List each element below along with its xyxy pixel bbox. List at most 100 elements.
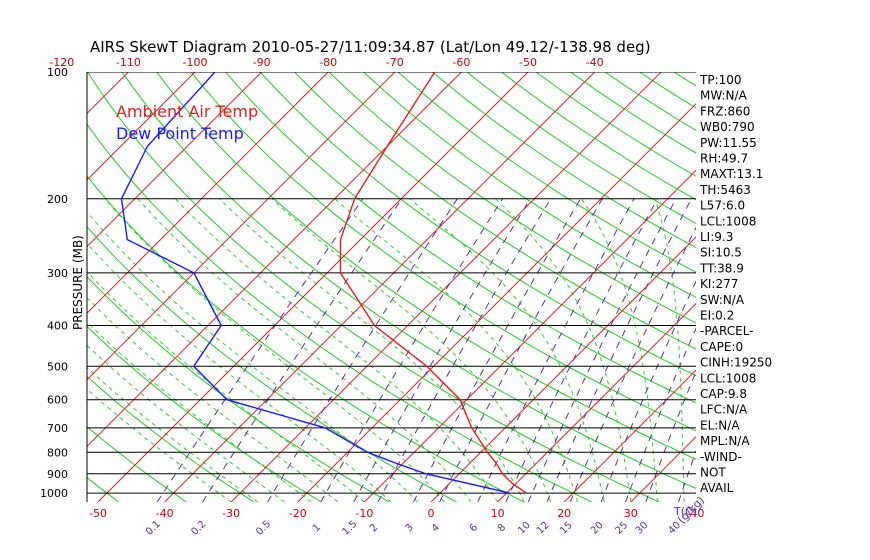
mixing-ratio-label: 4 [430, 522, 442, 534]
mixing-ratio-label: 0.2 [189, 519, 208, 538]
isotherm [87, 72, 329, 314]
sounding-index: LCL:1008 [700, 214, 756, 228]
sounding-index: WB0:790 [700, 120, 755, 134]
mixing-ratio-line [377, 198, 552, 502]
mixing-ratio-line [439, 198, 603, 502]
top-temp-tick: -80 [319, 56, 337, 69]
isotherm [0, 72, 62, 502]
isotherm [764, 72, 870, 502]
moist-adiabat [87, 297, 339, 502]
moist-adiabat [87, 344, 285, 502]
y-tick-label: 400 [47, 320, 68, 333]
mixing-ratio-line [569, 226, 696, 502]
y-tick-label: 500 [47, 360, 68, 373]
sounding-index: PW:11.55 [700, 136, 757, 150]
sounding-index: CINH:19250 [700, 356, 772, 370]
bottom-temp-tick: 30 [624, 507, 638, 520]
sounding-index: RH:49.7 [700, 152, 748, 166]
moist-adiabat [219, 198, 525, 502]
sounding-index: -WIND- [700, 450, 742, 464]
moist-adiabat [87, 242, 392, 502]
isotherm [87, 72, 262, 248]
bottom-temp-tick: 40 [690, 507, 704, 520]
mixing-ratio-line [505, 198, 658, 502]
dry-adiabat [87, 325, 322, 502]
sounding-index: -PARCEL- [700, 324, 754, 338]
mixing-ratio-label: 6 [468, 522, 480, 534]
sounding-index: TH:5463 [699, 183, 751, 197]
sounding-index: EI:0.2 [700, 309, 734, 323]
isotherm [164, 72, 595, 502]
mixing-ratio-line [678, 449, 696, 502]
moist-adiabat [175, 198, 499, 502]
y-tick-label: 700 [47, 422, 68, 435]
dry-adiabat [87, 375, 255, 502]
moist-adiabat [137, 198, 472, 502]
top-temp-tick: -100 [183, 56, 208, 69]
mixing-ratio-line [267, 198, 458, 502]
ambient-air-temp-line [339, 72, 527, 494]
mixing-ratio-line [202, 198, 403, 502]
dry-adiabat [432, 72, 696, 249]
isotherm [297, 103, 696, 502]
isotherm [563, 369, 696, 502]
dry-adiabat [225, 72, 696, 404]
top-temp-tick: -110 [116, 56, 141, 69]
bottom-temp-tick: -40 [156, 507, 174, 520]
y-tick-label: 1000 [40, 487, 68, 500]
sounding-index: NOT [700, 466, 726, 480]
top-temp-tick: -60 [452, 56, 470, 69]
sounding-index: AVAIL [700, 481, 734, 495]
y-tick-label: 600 [47, 394, 68, 407]
moist-adiabat [495, 198, 632, 502]
isotherm [230, 72, 662, 502]
dry-adiabat [397, 72, 696, 273]
top-temp-tick: -50 [519, 56, 537, 69]
mixing-ratio-label: 3 [404, 522, 416, 534]
moist-adiabat [334, 198, 578, 502]
dry-adiabat [328, 72, 696, 324]
mixing-ratio-label: 0.5 [254, 519, 273, 538]
mixing-ratio-label: 12 [535, 520, 552, 537]
sounding-index: CAP:9.8 [700, 387, 747, 401]
bottom-temp-tick: -30 [222, 507, 240, 520]
sounding-index: TP:100 [699, 73, 742, 87]
temp-unit-label: T(C) [673, 505, 697, 518]
chart-title: AIRS SkewT Diagram 2010-05-27/11:09:34.8… [90, 38, 651, 56]
mixing-ratio-line [156, 198, 364, 502]
y-tick-label: 100 [47, 66, 68, 79]
y-tick-label: 900 [47, 468, 68, 481]
moist-adiabat [654, 198, 685, 502]
mixing-ratio-label: 25 [613, 520, 630, 537]
mixing-ratio-label: 20 [589, 520, 606, 537]
mixing-ratio-line [600, 280, 696, 502]
dry-adiabat [363, 72, 696, 298]
sounding-index: KI:277 [700, 277, 738, 291]
sounding-index: SW:N/A [700, 293, 745, 307]
top-temp-tick: -70 [386, 56, 404, 69]
mixing-ratio-line [527, 198, 677, 502]
mixing-ratio-label: 1 [311, 522, 323, 534]
dry-adiabat [743, 72, 870, 502]
top-temp-tick: -120 [49, 56, 74, 69]
isotherm [87, 72, 396, 381]
mixing-ratio-line [645, 370, 696, 502]
legend-ambient-air-temp: Ambient Air Temp [116, 102, 258, 121]
sounding-index: SI:10.5 [700, 246, 742, 260]
sounding-index: CAPE:0 [700, 340, 743, 354]
bottom-temp-tick: 0 [428, 507, 435, 520]
isotherm [87, 72, 196, 181]
mixing-ratio-label: 10 [516, 520, 533, 537]
mixing-ratio-line [625, 327, 696, 502]
dry-adiabat [87, 123, 592, 502]
mixing-ratio-label: 30 [634, 520, 651, 537]
isotherm [364, 169, 696, 502]
top-temp-tick: -40 [586, 56, 604, 69]
sounding-index: EL:N/A [700, 418, 740, 432]
bottom-temp-tick: -10 [355, 507, 373, 520]
moist-adiabat [409, 198, 605, 502]
mixing-ratio-label: 0.1 [144, 519, 163, 538]
y-tick-label: 200 [47, 193, 68, 206]
dry-adiabat [87, 72, 660, 502]
